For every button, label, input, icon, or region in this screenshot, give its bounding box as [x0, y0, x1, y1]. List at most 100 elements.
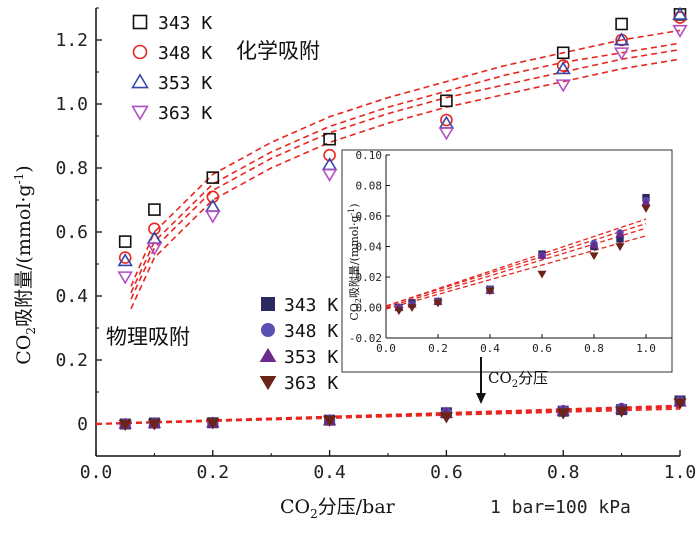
inset-y-tick-label: 0.08: [356, 180, 383, 193]
chem-point-0: [206, 171, 220, 184]
legend-phys-label: 343 K: [284, 295, 338, 316]
phys-fit-line-3: [95, 408, 681, 426]
x-tick-label: 0.6: [430, 462, 463, 483]
legend-chem-label: 353 K: [158, 73, 212, 94]
phys-point-3: [614, 406, 629, 418]
legend-phys-label: 353 K: [284, 347, 338, 368]
chem-point-0: [556, 46, 570, 60]
inset-x-tick-label: 0.4: [480, 342, 500, 355]
inset-y-label: CO2吸附量/(mmol·g-1): [347, 203, 363, 320]
unit-note: 1 bar=100 kPa: [490, 497, 631, 518]
chem-fit-line-1: [130, 42, 681, 294]
chem-point-2: [117, 253, 133, 267]
chem-adsorption-title: 化学吸附: [236, 39, 320, 63]
phys-point-3: [322, 415, 337, 427]
x-tick-label: 0.0: [80, 462, 113, 483]
legend-chem-label: 343 K: [158, 13, 212, 34]
legend-phys-marker: [261, 323, 275, 337]
inset-point-3: [407, 304, 417, 313]
inset-point-3: [589, 252, 599, 261]
chem-legend: 343 K 348 K 353 K 363 K: [131, 13, 212, 124]
legend-phys-label: 363 K: [284, 373, 338, 394]
inset-y-tick-label: 0.10: [356, 149, 383, 162]
chem-point-3: [321, 168, 338, 183]
y-tick-label: 1.2: [55, 30, 88, 51]
y-tick-label: 0.6: [55, 222, 88, 243]
inset-point-3: [485, 287, 495, 296]
phys-point-3: [439, 412, 454, 424]
x-tick-label: 0.4: [313, 462, 346, 483]
main-fit-lines: [95, 29, 681, 426]
inset-x-tick-label: 0.2: [428, 342, 448, 355]
chem-point-0: [323, 132, 336, 146]
chem-point-1: [440, 113, 453, 127]
y-tick-label: 0.2: [55, 350, 88, 371]
chem-fit-line-0: [130, 29, 681, 287]
chem-point-3: [438, 127, 455, 141]
chem-point-3: [146, 242, 163, 256]
chem-fit-line-3: [130, 58, 681, 310]
phys-adsorption-title: 物理吸附: [106, 325, 190, 349]
legend-chem-label: 363 K: [158, 103, 212, 124]
inset-data-points: [394, 194, 651, 316]
inset-x-tick-label: 0.0: [376, 342, 396, 355]
inset-x-tick-label: 0.8: [584, 342, 604, 355]
inset-x-tick-label: 1.0: [636, 342, 656, 355]
chem-point-3: [672, 24, 688, 39]
legend-phys-marker: [259, 375, 277, 391]
inset-point-3: [394, 307, 404, 316]
main-axes: 0.0 0.2 0.4 0.6 0.8 1.0 0 0.2 0.4 0.6 0.8 1.0 1.2: [55, 7, 697, 483]
inset-x-label: CO2分压: [488, 369, 548, 390]
inset-y-tick-label: 0.06: [356, 210, 383, 223]
y-tick-label: 0: [77, 414, 88, 435]
main-data-points: [117, 6, 688, 432]
chem-point-0: [440, 94, 453, 108]
inset-fit-line-2: [385, 227, 647, 309]
inset-fit-line-0: [385, 218, 647, 307]
inset-point-3: [615, 243, 625, 252]
x-tick-label: 0.8: [547, 462, 580, 483]
chem-point-0: [118, 235, 132, 248]
chem-point-2: [613, 32, 630, 46]
chem-point-1: [148, 222, 161, 236]
phys-fit-line-2: [95, 406, 681, 425]
chem-point-3: [555, 79, 571, 93]
chem-point-1: [118, 251, 132, 264]
inset-point-3: [537, 270, 547, 279]
chem-point-2: [672, 6, 688, 20]
chem-point-1: [323, 148, 336, 162]
legend-chem-label: 348 K: [158, 43, 212, 64]
y-tick-label: 0.4: [55, 286, 88, 307]
phys-legend: 343 K 348 K 353 K 363 K: [259, 295, 338, 394]
legend-phys-marker: [261, 297, 275, 311]
inset-fit-lines: [385, 218, 647, 310]
chem-point-0: [615, 17, 628, 31]
inset-fit-line-3: [385, 235, 647, 310]
phys-point-3: [673, 398, 687, 410]
arrow-down-icon: [476, 393, 486, 404]
chem-point-2: [555, 61, 571, 75]
x-axis-label: CO2分压/bar: [280, 496, 396, 521]
inset-point-2: [537, 251, 547, 259]
inset-point-3: [433, 299, 443, 308]
inset-y-tick-label: -0.02: [349, 332, 382, 345]
inset-point-2: [615, 229, 625, 238]
inset-frame: [341, 149, 673, 373]
inset-x-tick-label: 0.6: [532, 342, 552, 355]
chem-fit-line-2: [130, 48, 681, 300]
inset-point-2: [641, 197, 651, 206]
legend-phys-marker: [259, 347, 277, 363]
chem-point-3: [613, 47, 630, 61]
legend-phys-label: 348 K: [284, 321, 338, 342]
phys-point-3: [118, 419, 132, 432]
y-tick-label: 0.8: [55, 158, 88, 179]
phys-point-3: [556, 408, 570, 420]
inset-y-tick-label: 0.04: [356, 241, 383, 254]
inset-point-2: [589, 240, 599, 249]
legend-chem-marker: [131, 73, 149, 89]
y-tick-label: 1.0: [55, 94, 88, 115]
x-tick-label: 1.0: [664, 462, 697, 483]
inset-y-tick-label: 0.02: [356, 271, 383, 284]
inset-fit-line-1: [385, 222, 647, 307]
phys-point-3: [206, 418, 220, 430]
